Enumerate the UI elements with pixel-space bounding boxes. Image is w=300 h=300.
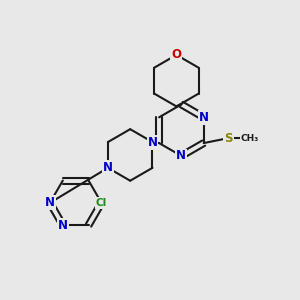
Text: O: O xyxy=(171,48,182,62)
Text: Cl: Cl xyxy=(96,198,107,208)
Text: N: N xyxy=(58,219,68,232)
Text: S: S xyxy=(224,132,233,145)
Text: CH₃: CH₃ xyxy=(241,134,259,142)
Text: N: N xyxy=(199,111,209,124)
Text: N: N xyxy=(148,136,158,148)
Text: N: N xyxy=(103,161,113,174)
Text: N: N xyxy=(176,149,186,162)
Text: N: N xyxy=(45,196,55,209)
